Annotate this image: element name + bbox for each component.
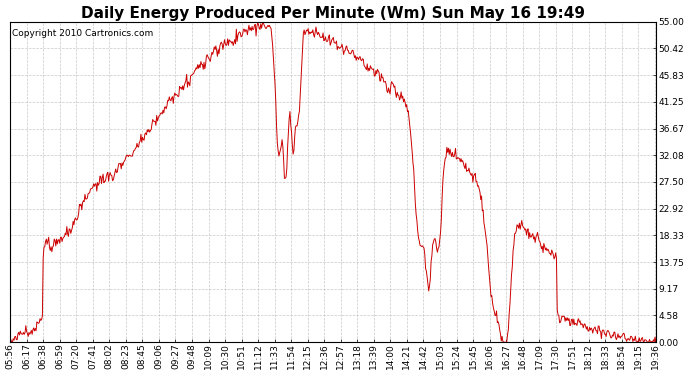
Text: Copyright 2010 Cartronics.com: Copyright 2010 Cartronics.com	[12, 29, 153, 38]
Title: Daily Energy Produced Per Minute (Wm) Sun May 16 19:49: Daily Energy Produced Per Minute (Wm) Su…	[81, 6, 585, 21]
